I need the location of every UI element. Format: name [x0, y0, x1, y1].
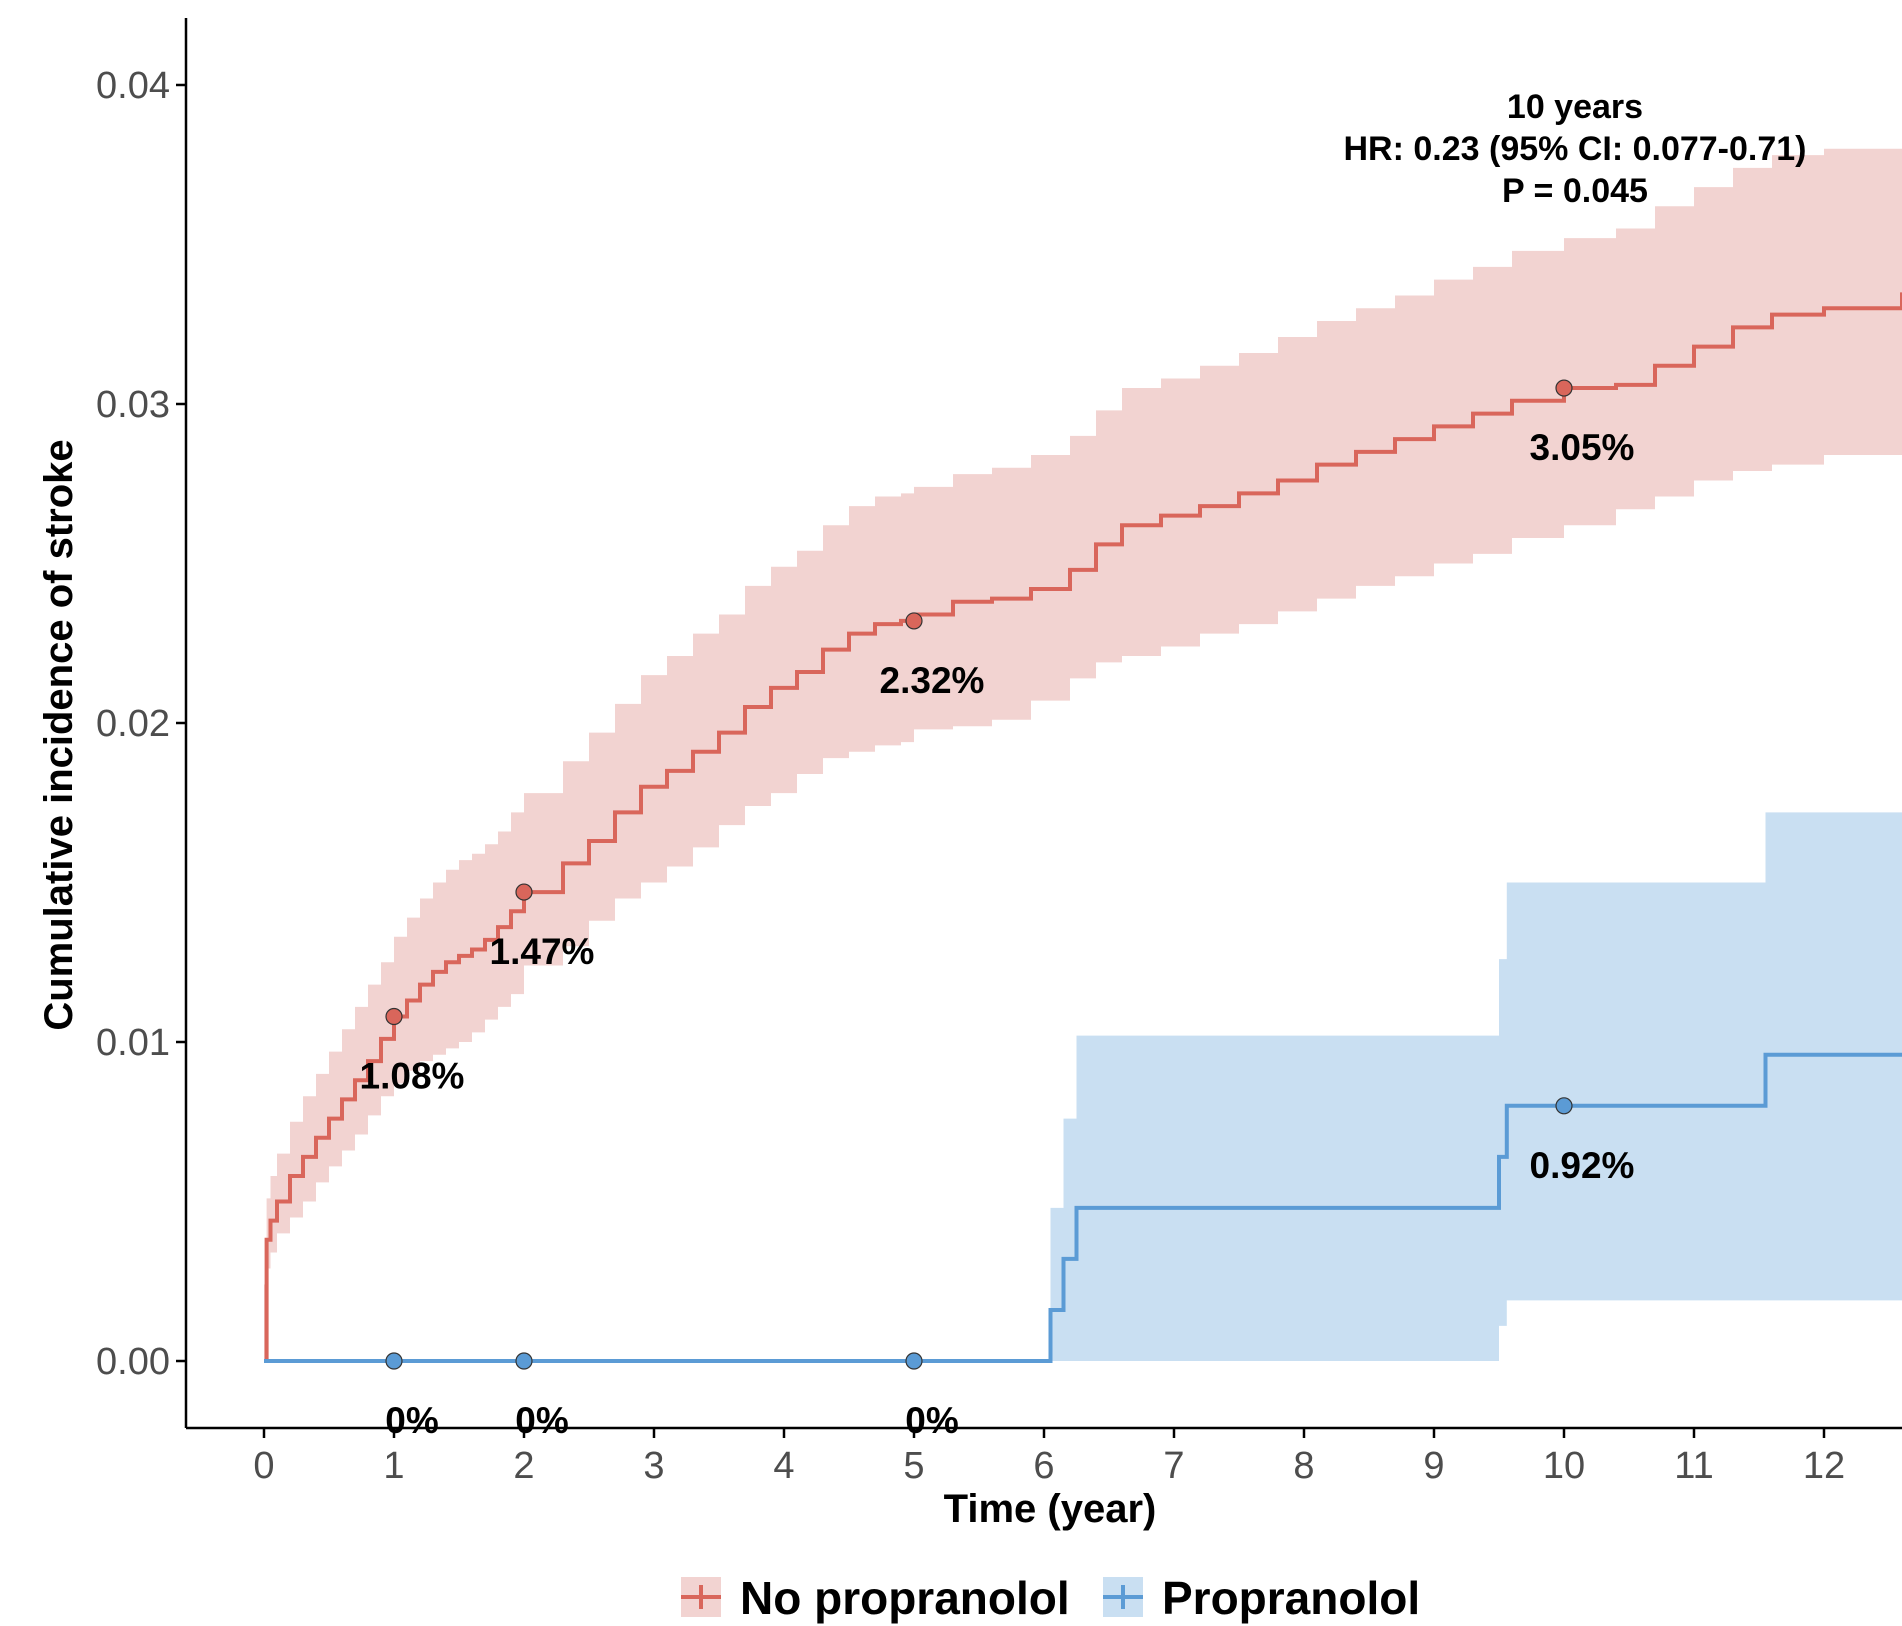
x-tick-label: 1: [383, 1445, 404, 1487]
series-lines: [264, 292, 1902, 1364]
confidence-bands: [264, 126, 1902, 1362]
hr-annotation: 10 years HR: 0.23 (95% CI: 0.077-0.71) P…: [1344, 88, 1807, 210]
marker-no-propranolol: [385, 1007, 403, 1026]
marker-label-propranolol: 0%: [905, 1400, 958, 1441]
x-tick-label: 11: [1674, 1445, 1713, 1487]
marker-no-propranolol: [1555, 379, 1573, 397]
series-line-propranolol: [264, 1052, 1902, 1364]
x-tick-label: 5: [903, 1445, 924, 1487]
marker-label-no-propranolol: 1.08%: [360, 1055, 465, 1096]
y-tick-label: 0.04: [96, 65, 170, 107]
legend-item-no-propranolol[interactable]: No propranolol: [681, 1572, 1070, 1624]
series-line-no-propranolol: [264, 292, 1902, 1364]
x-tick-label: 4: [773, 1445, 794, 1487]
x-tick-label: 7: [1163, 1445, 1184, 1487]
y-tick-label: 0.00: [96, 1341, 170, 1383]
marker-propranolol: [385, 1352, 403, 1370]
marker-propranolol: [1555, 1097, 1573, 1115]
x-tick-label: 9: [1423, 1445, 1444, 1487]
annotation-line-3: P = 0.045: [1502, 172, 1648, 210]
marker-propranolol: [515, 1352, 533, 1370]
x-tick-label: 3: [643, 1445, 664, 1487]
ci-band-propranolol: [264, 812, 1902, 1362]
annotation-line-1: 10 years: [1507, 88, 1643, 126]
legend-item-propranolol[interactable]: Propranolol: [1103, 1572, 1420, 1624]
x-tick-label: 2: [513, 1445, 534, 1487]
x-tick-label: 8: [1293, 1445, 1314, 1487]
ci-band-no-propranolol: [264, 126, 1902, 1362]
x-axis-title: Time (year): [944, 1487, 1157, 1531]
y-tick-label: 0.03: [96, 384, 170, 426]
time-point-labels: 1.08% 1.47% 2.32% 3.05% 0% 0% 0% 0.92%: [360, 427, 1635, 1441]
x-tick-label: 0: [253, 1445, 274, 1487]
x-tick-label: 12: [1803, 1445, 1845, 1487]
marker-label-no-propranolol: 2.32%: [880, 660, 985, 701]
marker-no-propranolol: [515, 883, 533, 901]
marker-label-propranolol: 0%: [385, 1400, 438, 1441]
legend-label-no-propranolol: No propranolol: [740, 1572, 1070, 1624]
marker-label-propranolol: 0.92%: [1530, 1145, 1635, 1186]
annotation-line-2: HR: 0.23 (95% CI: 0.077-0.71): [1344, 130, 1807, 168]
legend: No propranolol Propranolol: [681, 1572, 1420, 1624]
marker-label-propranolol: 0%: [515, 1400, 568, 1441]
marker-label-no-propranolol: 1.47%: [490, 931, 595, 972]
legend-label-propranolol: Propranolol: [1162, 1572, 1420, 1624]
marker-no-propranolol: [905, 612, 923, 630]
x-axis-ticks: 0 1 2 3 4 5 6 7 8 9 10 11 12: [253, 1428, 1845, 1487]
marker-propranolol: [905, 1352, 923, 1370]
y-tick-label: 0.01: [96, 1022, 170, 1064]
time-point-markers: [385, 379, 1573, 1370]
marker-label-no-propranolol: 3.05%: [1530, 427, 1635, 468]
x-tick-label: 10: [1543, 1445, 1585, 1487]
x-tick-label: 6: [1033, 1445, 1054, 1487]
y-tick-label: 0.02: [96, 703, 170, 745]
y-axis-ticks: 0.00 0.01 0.02 0.03 0.04: [96, 65, 186, 1383]
y-axis-title: Cumulative incidence of stroke: [37, 439, 81, 1030]
